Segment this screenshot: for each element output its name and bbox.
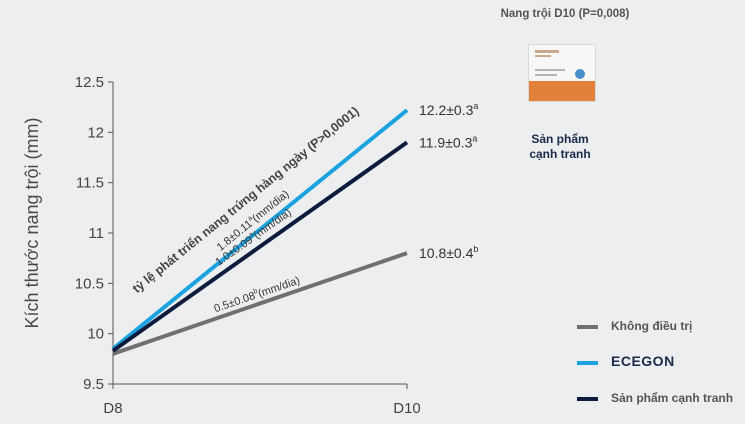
legend-swatch <box>577 397 598 401</box>
data-labels: 10.8±0.4b0.5±0.08b(mm/dia)12.2±0.3a1.8±0… <box>213 101 479 315</box>
legend-item-untreated: Không điều trị <box>577 316 745 338</box>
legend-swatch <box>577 361 598 365</box>
y-tick-label: 12 <box>87 124 104 141</box>
x-tick-label: D10 <box>393 400 421 417</box>
y-tick-label: 12.5 <box>75 74 104 91</box>
end-value-label: 12.2±0.3a <box>419 101 478 118</box>
end-value-label: 10.8±0.4b <box>419 244 478 261</box>
end-value-label: 11.9±0.3a <box>419 133 477 150</box>
series-line <box>111 140 409 353</box>
legend-item-ecegon: ECEGON <box>577 352 745 374</box>
y-tick-label: 11.5 <box>76 175 104 192</box>
legend-label: Sản phẩm cạnh tranh <box>611 391 734 405</box>
y-axis-label: Kích thước nang trội (mm) <box>22 118 42 329</box>
chart-legend: Không điều trị ECEGON Sản phẩm cạnh tran… <box>577 316 745 424</box>
product-name-line1: Sản phẩm <box>531 132 589 146</box>
legend-item-competitor: Sản phẩm cạnh tranh <box>577 388 745 410</box>
legend-label: ECEGON <box>611 353 675 369</box>
x-tick-label: D8 <box>103 400 122 417</box>
y-tick-label: 10 <box>87 326 104 343</box>
chart-axes: 9.5 10 10.5 11 11.5 12 12.5 D8 D10 <box>75 74 421 417</box>
series-line <box>111 108 409 351</box>
side-panel-title: Nang trội D10 (P=0,008) <box>500 8 630 20</box>
competitor-product-name: Sản phẩm cạnh tranh <box>505 132 615 162</box>
product-name-line2: cạnh tranh <box>529 147 591 161</box>
y-tick-label: 11 <box>88 225 104 242</box>
series-line <box>112 251 408 356</box>
y-tick-label: 10.5 <box>75 275 104 292</box>
legend-label: Không điều trị <box>611 319 693 333</box>
product-box-image <box>528 44 596 102</box>
y-tick-label: 9.5 <box>83 376 104 393</box>
legend-swatch <box>577 325 598 329</box>
series-lines <box>111 108 409 356</box>
